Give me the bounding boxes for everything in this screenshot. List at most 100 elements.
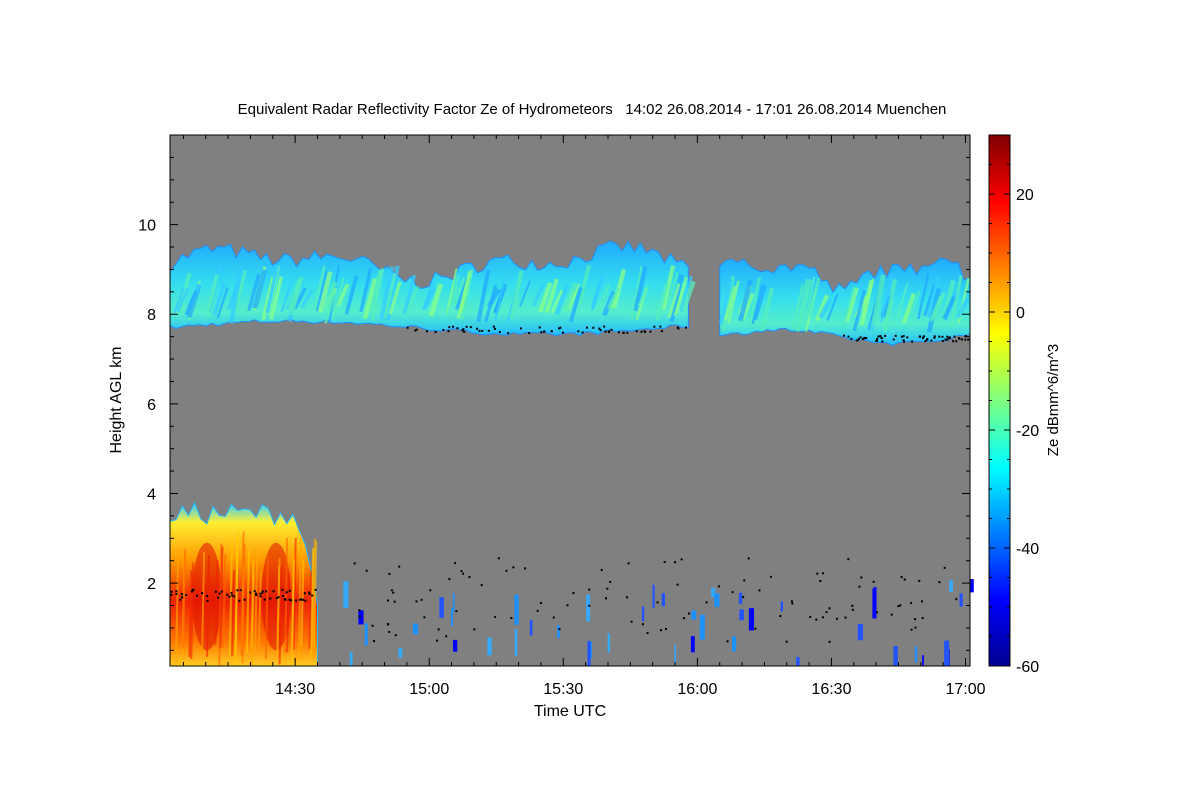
cloud-base-marker xyxy=(604,597,607,600)
cloud-fallstreak xyxy=(818,298,833,319)
cloud-fallstreak xyxy=(460,268,474,320)
cloud-base-marker xyxy=(892,338,895,341)
cloud-fallstreak xyxy=(842,286,857,326)
cloud-base-marker xyxy=(946,335,949,338)
cloud-base-marker xyxy=(617,331,620,334)
cloud-fallstreak xyxy=(216,287,229,319)
cloud-base-marker xyxy=(558,628,561,631)
cloud-base-marker xyxy=(911,340,914,343)
precipitation-streak xyxy=(278,566,283,665)
cloud-fallstreak xyxy=(598,283,611,310)
cloud-base-marker xyxy=(170,590,173,593)
precipitation-streak xyxy=(234,533,239,666)
precipitation-streak xyxy=(190,562,195,659)
cloud-fallstreak xyxy=(545,278,559,313)
cloud-fallstreak xyxy=(184,290,198,316)
cloud-base-marker xyxy=(445,635,448,638)
cloud-fallstreak xyxy=(332,277,345,320)
cloud-base-marker xyxy=(903,578,906,581)
cloud-fallstreak xyxy=(901,292,916,324)
cloud-base-marker xyxy=(454,562,457,565)
low-echo xyxy=(922,655,924,666)
cloud-base-marker xyxy=(914,626,917,629)
cloud-base-marker xyxy=(388,572,391,575)
precipitation-streak xyxy=(310,548,315,658)
precipitation-streak xyxy=(182,548,187,649)
cloud-base-marker xyxy=(922,336,925,339)
low-echo xyxy=(557,625,560,639)
low-echo xyxy=(748,608,754,631)
cloud-base-marker xyxy=(660,330,663,333)
cloud-base-marker xyxy=(539,602,542,605)
cloud-base-marker xyxy=(263,598,266,601)
cloud-base-marker xyxy=(903,340,906,343)
x-tick-label: 17:00 xyxy=(946,681,986,698)
precipitation-streak xyxy=(308,569,313,649)
cloud-fallstreak xyxy=(718,279,733,325)
cloud-base-marker xyxy=(303,592,306,595)
chart-title: Equivalent Radar Reflectivity Factor Ze … xyxy=(238,101,947,118)
cloud-fallstreak xyxy=(313,265,326,309)
cloud-base-marker xyxy=(512,566,515,569)
precipitation-streak xyxy=(313,540,318,647)
cloud-base-marker xyxy=(683,617,686,620)
cloud-base-marker xyxy=(462,328,465,331)
cloud-base-marker xyxy=(955,340,958,343)
cloud-base-marker xyxy=(945,338,948,341)
cloud-base-marker xyxy=(880,336,883,339)
cloud-base-marker xyxy=(856,339,859,342)
cloud-base-marker xyxy=(847,335,850,338)
cloud-fallstreak xyxy=(675,276,688,314)
precipitation-streak xyxy=(214,559,219,645)
cloud-base-marker xyxy=(214,590,217,593)
cloud-base-marker xyxy=(261,590,264,593)
cloud-base-marker xyxy=(604,330,607,333)
cloud-base-marker xyxy=(505,569,508,572)
cloud-base-marker xyxy=(468,576,471,579)
precipitation-streak xyxy=(286,573,291,653)
cloud-base-marker xyxy=(487,329,490,332)
cloud-base-marker xyxy=(747,557,750,560)
cloud-base-marker xyxy=(406,326,409,329)
x-axis-label: Time UTC xyxy=(534,703,606,720)
colorbar-tick-label: 0 xyxy=(1016,305,1025,322)
cloud-base-marker xyxy=(906,336,909,339)
cloud-fallstreak xyxy=(519,280,532,307)
cloud-base-marker xyxy=(847,558,850,561)
cloud-base-marker xyxy=(492,325,495,328)
cloud-base-marker xyxy=(843,334,846,337)
low-echo xyxy=(893,645,898,666)
cloud-base-marker xyxy=(897,605,900,608)
low-echo xyxy=(586,594,591,622)
low-echo xyxy=(661,593,665,607)
cloud-fallstreak xyxy=(422,287,437,310)
cloud-base-marker xyxy=(743,579,746,582)
low-echo xyxy=(364,623,368,646)
cloud-base-marker xyxy=(281,588,284,591)
cloud-fallstreak xyxy=(845,287,859,323)
cloud-fallstreak xyxy=(577,264,591,306)
cloud-base-marker xyxy=(473,628,476,631)
plot-area xyxy=(169,134,974,667)
cloud-base-marker xyxy=(779,615,782,618)
cloud-base-marker xyxy=(592,326,595,329)
cloud-fallstreak xyxy=(896,282,909,318)
cloud-base-marker xyxy=(598,327,601,330)
cloud-base-marker xyxy=(288,598,291,601)
cloud-base-marker xyxy=(635,330,638,333)
cloud-base-marker xyxy=(460,570,463,573)
cloud-fallstreak xyxy=(908,291,921,316)
cloud-fallstreak xyxy=(476,269,491,323)
y-tick-label: 8 xyxy=(147,307,156,324)
cloud-base-marker xyxy=(676,583,679,586)
cloud-base-marker xyxy=(295,599,298,602)
cloud-base-marker xyxy=(478,329,481,332)
cloud-base-marker xyxy=(627,562,630,565)
cloud-base-marker xyxy=(941,339,944,342)
cloud-base-marker xyxy=(876,337,879,340)
cloud-base-marker xyxy=(955,598,958,601)
precipitation-core xyxy=(261,542,291,651)
cloud-base-marker xyxy=(653,325,656,328)
precipitation-streak xyxy=(297,535,302,661)
cloud-base-marker xyxy=(674,561,677,564)
